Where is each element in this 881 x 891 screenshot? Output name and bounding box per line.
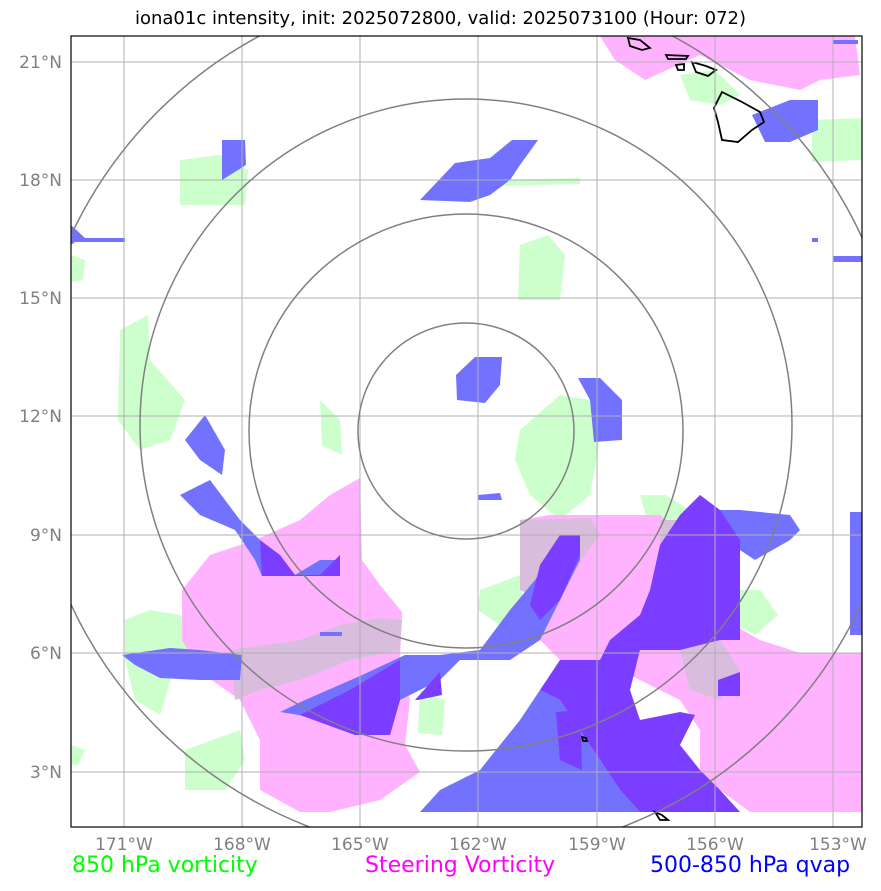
vorticity-patch — [118, 315, 185, 450]
qvap-patch — [320, 632, 342, 636]
lat-tick-labels: 21°N 18°N 15°N 12°N 9°N 6°N 3°N — [19, 53, 62, 783]
qvap-patch — [752, 100, 818, 142]
qvap-patch — [420, 140, 538, 202]
vorticity-patch — [812, 118, 862, 162]
qvap-dense-patch — [530, 535, 580, 620]
qvap-patch — [420, 690, 640, 812]
vorticity-patch — [518, 235, 565, 300]
lat-tick-label: 9°N — [30, 526, 62, 546]
vorticity-patch — [71, 255, 85, 282]
qvap-patch — [850, 512, 862, 635]
map-frame — [70, 35, 863, 828]
coastline-layer — [580, 36, 766, 821]
lon-tick-label: 153°W — [809, 835, 867, 855]
range-ring — [139, 98, 793, 752]
lat-tick-label: 15°N — [19, 289, 62, 309]
island-coast — [664, 54, 690, 60]
qvap-patch — [812, 238, 818, 242]
island-coast — [674, 62, 685, 71]
lon-tick-label: 168°W — [213, 835, 271, 855]
qvap-patch — [833, 256, 862, 262]
qvap-patch — [833, 40, 858, 44]
qvap-patch — [185, 415, 225, 475]
vorticity-patch — [515, 395, 600, 520]
qvap-dense-patch — [415, 672, 442, 700]
lon-tick-label: 165°W — [331, 835, 389, 855]
lat-tick-label: 18°N — [19, 171, 62, 191]
island-coast — [652, 810, 671, 821]
qvap-patch — [280, 535, 580, 735]
qvap-dense-patch — [300, 660, 400, 735]
vorticity-patch — [185, 730, 245, 790]
legend-steering-label: Steering Vorticity — [365, 853, 556, 878]
lat-tick-label: 12°N — [19, 407, 62, 427]
island-coast — [580, 735, 589, 742]
qvap-patch — [578, 378, 622, 442]
lon-tick-label: 159°W — [568, 835, 626, 855]
lon-tick-labels: 171°W 168°W 165°W 162°W 159°W 156°W 153°… — [95, 835, 867, 855]
qvap-dense-patch — [260, 540, 340, 576]
lon-tick-label: 156°W — [686, 835, 744, 855]
qvap-dense-patch — [718, 672, 740, 696]
qvap-patch — [222, 140, 246, 180]
range-ring — [248, 213, 684, 649]
lat-tick-label: 21°N — [19, 53, 62, 73]
lon-tick-label: 162°W — [449, 835, 507, 855]
legend-qvap-label: 500-850 hPa qvap — [650, 853, 851, 878]
qvap-patch — [478, 493, 502, 500]
range-rings — [71, 36, 862, 827]
qvap-patch — [180, 480, 340, 576]
vorticity-patch — [680, 70, 740, 105]
qvap-layer — [71, 40, 862, 812]
vorticity-patch — [418, 690, 445, 735]
qvap-dense-patch — [556, 710, 582, 770]
island-coast — [713, 90, 766, 143]
qvap-patch — [71, 225, 125, 245]
qvap-dense-layer — [260, 495, 740, 812]
qvap-patch — [456, 357, 502, 403]
qvap-dense-patch — [540, 495, 740, 812]
lat-tick-label: 6°N — [30, 644, 62, 664]
legend-vorticity-label: 850 hPa vorticity — [72, 853, 258, 878]
vorticity-patch — [71, 745, 85, 765]
vorticity-patch — [730, 590, 778, 635]
qvap-patch — [122, 648, 242, 680]
overlap-patch — [230, 618, 402, 700]
lon-tick-label: 171°W — [95, 835, 153, 855]
lat-tick-label: 3°N — [30, 763, 62, 783]
range-ring — [357, 322, 575, 540]
steering-patch — [600, 36, 860, 90]
gridlines — [71, 36, 862, 827]
island-coast — [626, 36, 652, 51]
island-coast — [690, 60, 718, 78]
vorticity-patch — [320, 400, 342, 455]
chart-title: iona01c intensity, init: 2025072800, val… — [134, 8, 747, 29]
